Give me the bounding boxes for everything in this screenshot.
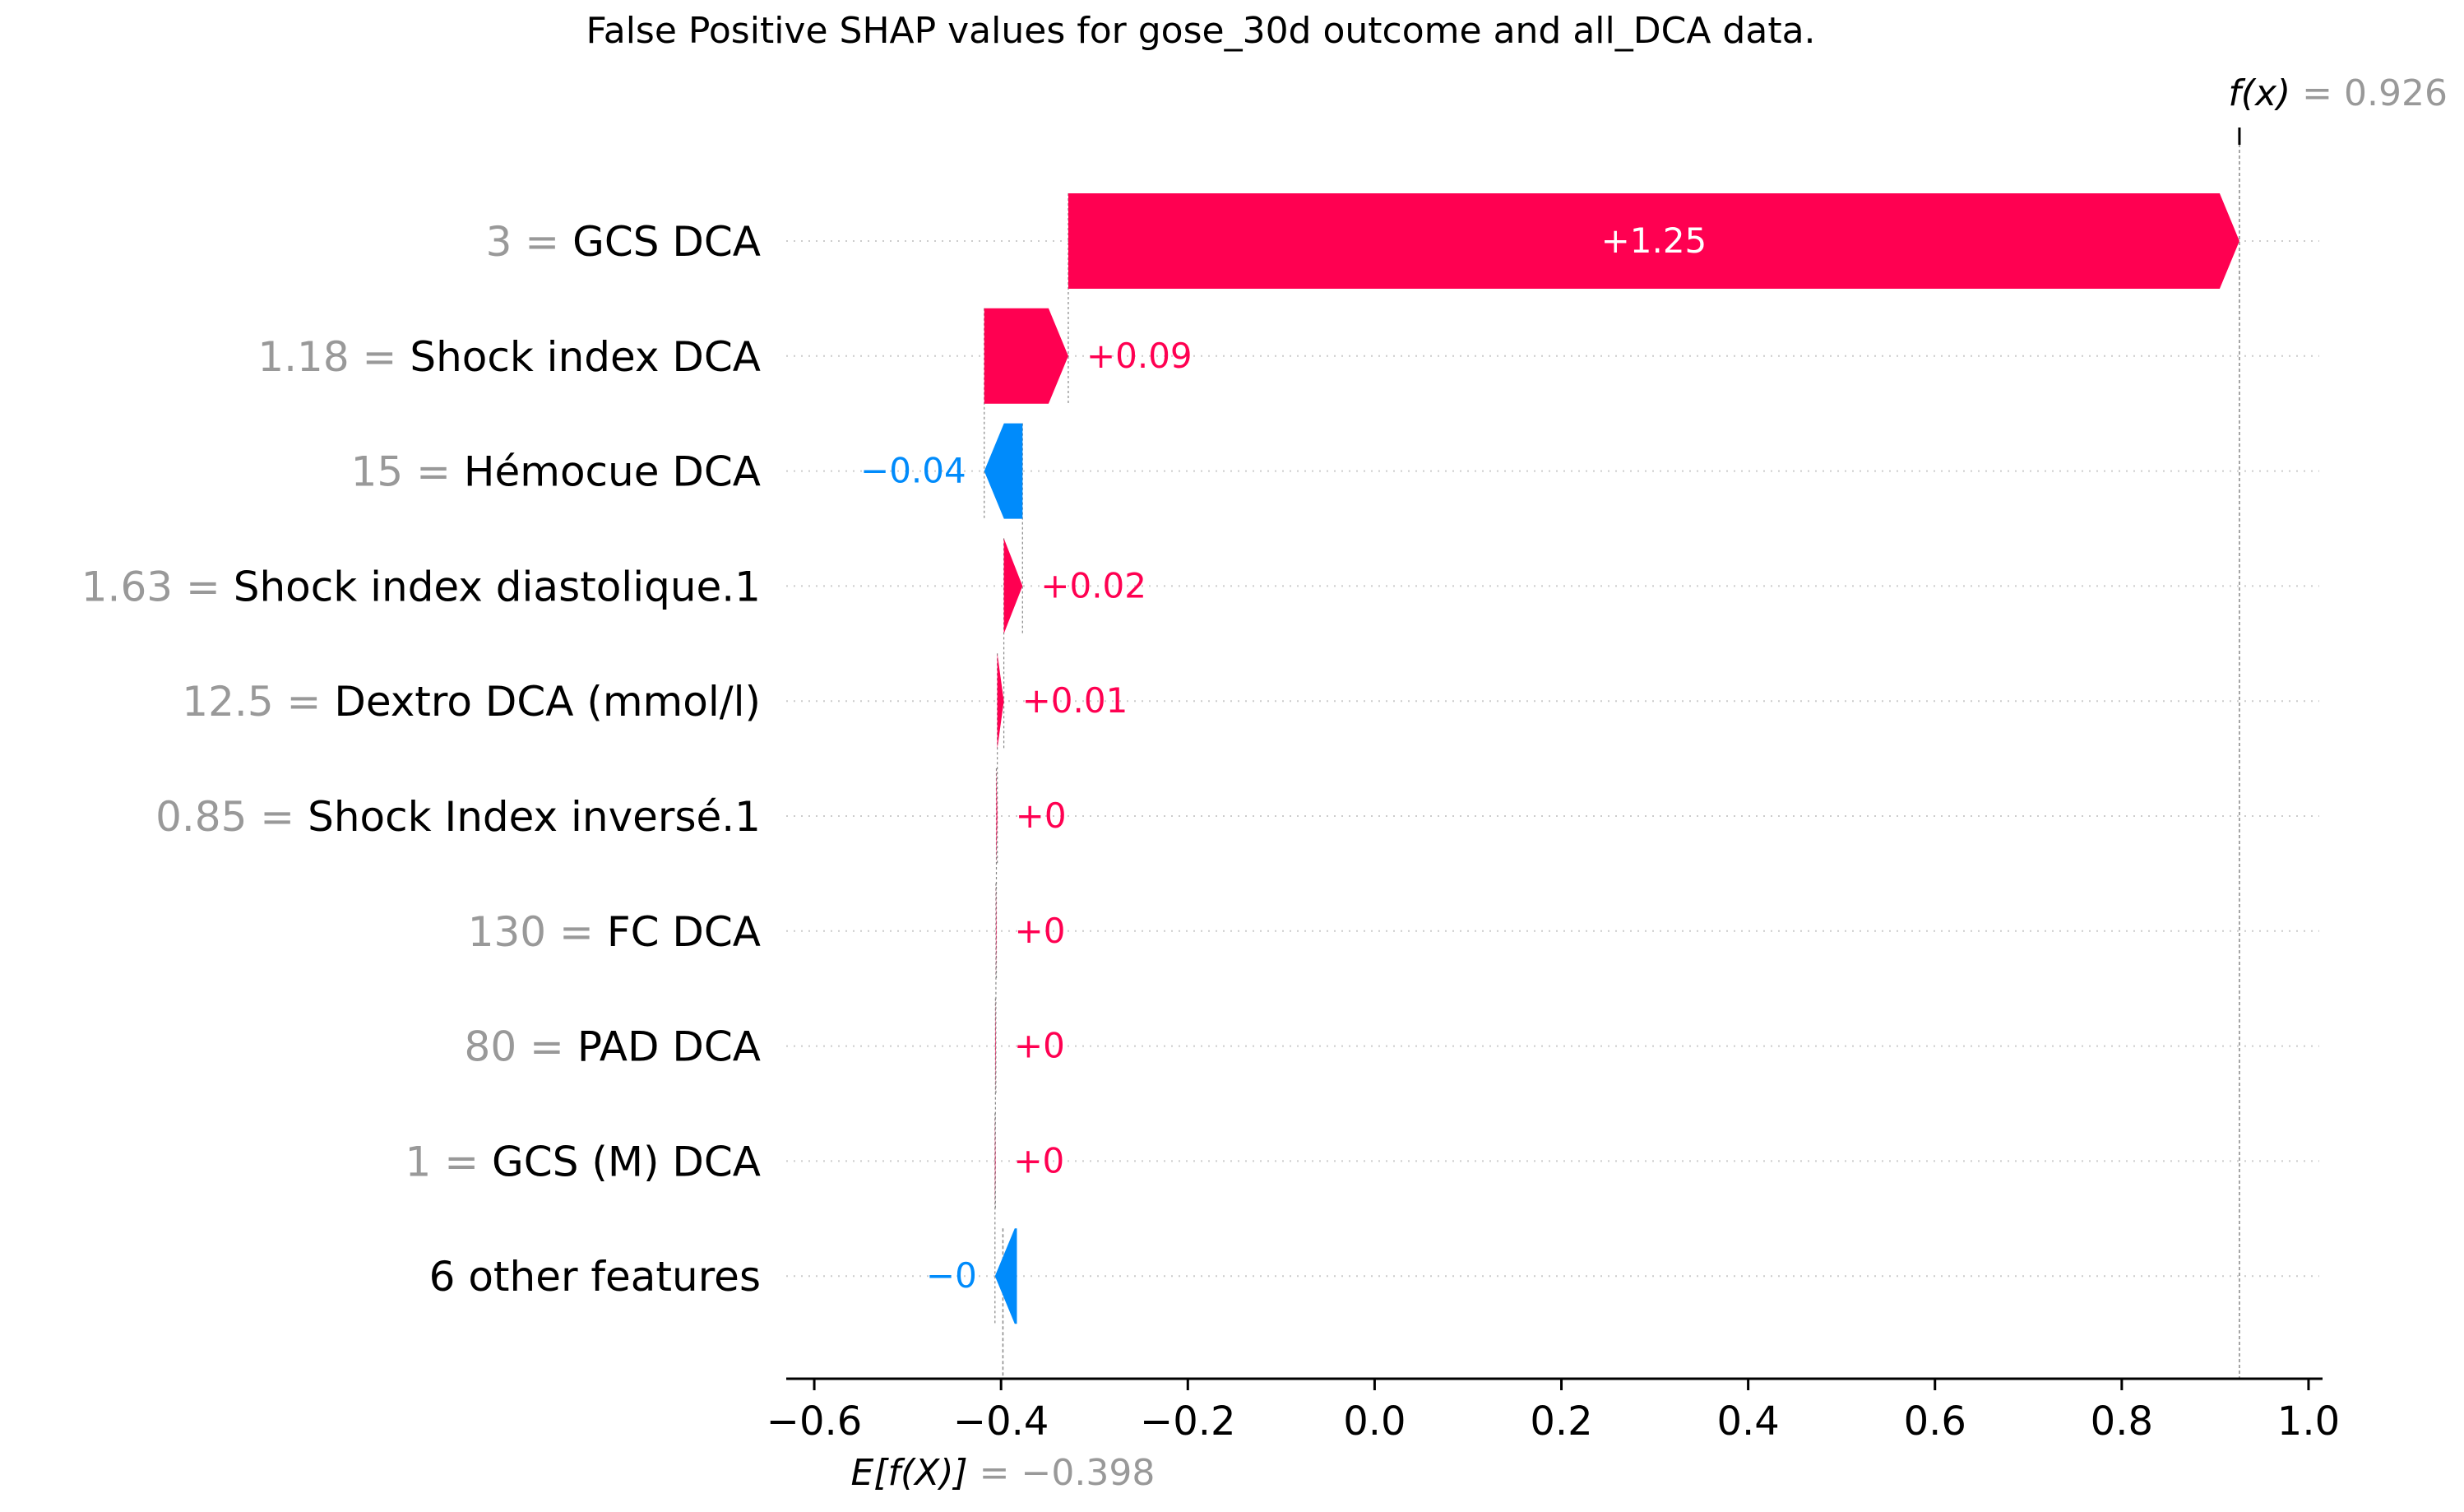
x-tick-label: −0.2 [1140,1398,1236,1445]
x-tick-label: 0.0 [1343,1398,1406,1445]
feature-name: GCS DCA [572,218,761,266]
x-tick-label: 0.2 [1530,1398,1592,1445]
bar-value-label: −0.04 [860,451,966,491]
bar-value-label: +0 [1014,1026,1065,1066]
base-value-name: E[f(X)] [851,1452,968,1494]
feature-label: 130 = FC DCA [468,908,761,956]
feature-label: 6 other features [429,1253,761,1301]
bar [994,1113,996,1209]
feature-value: 1 = [405,1138,493,1185]
base-value-number: = −0.398 [968,1452,1156,1494]
bars [984,193,2239,1324]
feature-label: 3 = GCS DCA [486,218,761,266]
base-value-text: E[f(X)] = −0.398 [851,1452,1156,1494]
output-value-label: f(x) = 0.926 [2228,72,2448,145]
bar [1068,193,2239,289]
x-tick-label: 0.4 [1716,1398,1779,1445]
bar [995,998,996,1094]
feature-label: 1.63 = Shock index diastolique.1 [81,563,761,610]
feature-label: 15 = Hémocue DCA [351,448,761,496]
bar-value-label: −0 [926,1255,977,1296]
bar [997,653,1004,749]
bar-value-label: +0.01 [1022,680,1128,721]
feature-label: 1 = GCS (M) DCA [405,1138,761,1185]
x-axis: −0.6 −0.4 −0.2 0.0 0.2 0.4 0.6 0.8 1.0 [767,1377,2340,1445]
feature-name: Shock index diastolique.1 [234,563,761,610]
feature-name: GCS (M) DCA [492,1138,761,1185]
bar-value-label: +0.09 [1086,336,1193,376]
x-tick-label: 0.8 [2091,1398,2153,1445]
bar-value-label: +0 [1016,795,1067,836]
bar-value-label: +1.25 [1601,220,1707,261]
output-value-number: = 0.926 [2290,72,2448,114]
bar [996,768,998,864]
feature-value: 15 = [351,448,464,496]
feature-name: FC DCA [607,908,761,956]
feature-value: 1.18 = [257,333,410,381]
feature-name: Dextro DCA (mmol/l) [334,678,761,726]
x-tick-label: −0.4 [953,1398,1049,1445]
feature-name: Shock Index inversé.1 [308,793,761,841]
chart-title: False Positive SHAP values for gose_30d … [586,10,1815,52]
bar-value-label: +0 [1015,911,1066,951]
feature-value: 3 = [486,218,573,266]
bar [995,883,997,979]
feature-label: 0.85 = Shock Index inversé.1 [155,793,761,841]
feature-name: 6 other features [429,1253,761,1301]
feature-name: PAD DCA [577,1023,761,1071]
feature-value: 12.5 = [182,678,334,726]
feature-value: 80 = [465,1023,577,1071]
feature-value: 130 = [468,908,607,956]
bar [994,1228,1017,1324]
x-tick-label: −0.6 [767,1398,863,1445]
feature-label: 1.18 = Shock index DCA [257,333,761,381]
x-tick-label: 1.0 [2277,1398,2340,1445]
feature-value: 0.85 = [155,793,308,841]
output-value-name: f(x) [2228,72,2290,114]
feature-name: Shock index DCA [410,333,761,381]
bar-value-label: +0 [1013,1140,1064,1180]
base-value-label: E[f(X)] = −0.398 [851,1452,1156,1494]
feature-labels: 3 = GCS DCA 1.18 = Shock index DCA 15 = Hé… [81,218,761,1301]
bar-value-labels: +1.25 +0.09 −0.04 +0.02 +0.01 +0 +0 +0 +0 −0 [860,220,1707,1296]
feature-name: Hémocue DCA [464,448,761,496]
x-tick-label: 0.6 [1904,1398,1966,1445]
bar [984,423,1023,519]
feature-value: 1.63 = [81,563,234,610]
reference-lines [1002,138,2240,1379]
bar [1003,538,1023,634]
feature-label: 12.5 = Dextro DCA (mmol/l) [182,678,761,726]
bar [984,308,1068,404]
output-value-text: f(x) = 0.926 [2228,72,2448,114]
feature-label: 80 = PAD DCA [465,1023,761,1071]
bar-value-label: +0.02 [1040,565,1146,605]
